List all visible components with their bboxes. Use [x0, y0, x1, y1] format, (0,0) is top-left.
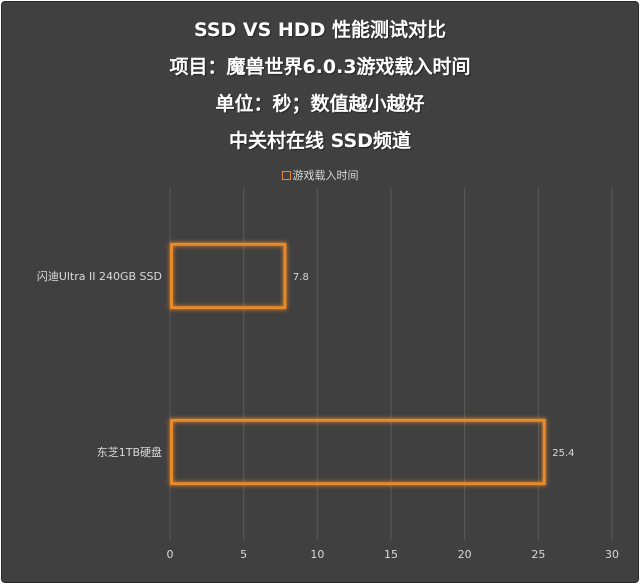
category-label: 闪迪Ultra II 240GB SSD [37, 269, 162, 283]
bar [170, 418, 546, 486]
chart-title: SSD VS HDD 性能测试对比 [194, 19, 446, 41]
legend-swatch [281, 170, 291, 180]
x-tick-label: 20 [458, 548, 472, 561]
bar [170, 242, 287, 310]
chart-subtitle-project: 项目：魔兽世界6.0.3游戏载入时间 [169, 56, 471, 78]
chart-subtitle-source: 中关村在线 SSD频道 [229, 130, 411, 152]
legend: 游戏载入时间 [0, 167, 640, 183]
x-tick-label: 0 [167, 548, 174, 561]
x-tick-label: 5 [240, 548, 247, 561]
chart-subtitle-unit: 单位：秒；数值越小越好 [215, 93, 425, 115]
value-label: 25.4 [552, 448, 574, 459]
value-label: 7.8 [293, 272, 309, 283]
category-label: 东芝1TB硬盘 [97, 445, 162, 459]
x-tick-label: 10 [310, 548, 324, 561]
x-tick-label: 30 [605, 548, 619, 561]
x-tick-label: 15 [384, 548, 398, 561]
x-tick-label: 25 [531, 548, 545, 561]
legend-label: 游戏载入时间 [292, 169, 359, 182]
